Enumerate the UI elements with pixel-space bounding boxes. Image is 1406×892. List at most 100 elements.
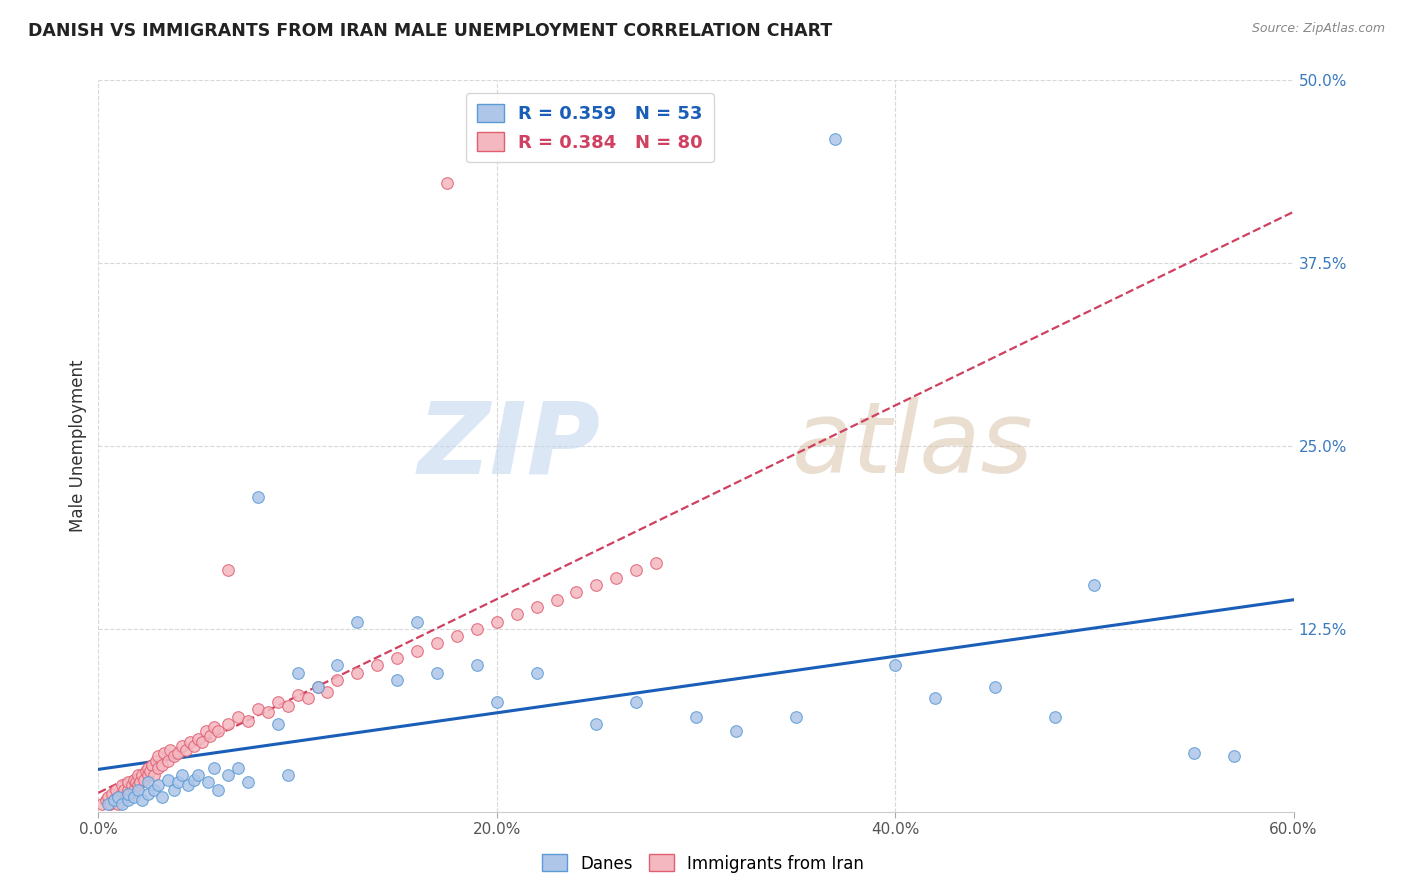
- Point: [145, 754, 167, 768]
- Point: [485, 615, 508, 629]
- Point: [139, 764, 162, 778]
- Point: [150, 758, 173, 772]
- Point: [685, 709, 707, 723]
- Point: [136, 761, 159, 775]
- Point: [98, 797, 122, 812]
- Point: [127, 768, 149, 782]
- Point: [984, 681, 1007, 695]
- Point: [131, 768, 153, 782]
- Point: [256, 705, 278, 719]
- Point: [107, 797, 129, 812]
- Point: [148, 749, 170, 764]
- Point: [426, 665, 449, 680]
- Point: [157, 772, 180, 787]
- Point: [117, 793, 139, 807]
- Point: [97, 790, 120, 805]
- Point: [167, 775, 190, 789]
- Point: [124, 772, 146, 787]
- Point: [117, 775, 139, 789]
- Point: [117, 782, 139, 797]
- Point: [195, 724, 218, 739]
- Point: [436, 176, 458, 190]
- Point: [236, 775, 259, 789]
- Point: [127, 778, 149, 792]
- Point: [112, 782, 135, 797]
- Point: [187, 768, 209, 782]
- Point: [1083, 578, 1105, 592]
- Point: [297, 690, 319, 705]
- Point: [267, 695, 290, 709]
- Point: [385, 673, 409, 687]
- Point: [626, 695, 648, 709]
- Point: [143, 782, 166, 797]
- Point: [217, 768, 239, 782]
- Point: [172, 768, 194, 782]
- Point: [1182, 746, 1205, 760]
- Point: [202, 761, 225, 775]
- Point: [506, 607, 529, 622]
- Point: [124, 790, 146, 805]
- Point: [207, 724, 229, 739]
- Point: [645, 556, 668, 570]
- Point: [465, 658, 488, 673]
- Point: [96, 793, 118, 807]
- Point: [163, 749, 186, 764]
- Point: [179, 734, 201, 748]
- Point: [97, 797, 120, 812]
- Text: Source: ZipAtlas.com: Source: ZipAtlas.com: [1251, 22, 1385, 36]
- Point: [226, 709, 249, 723]
- Point: [111, 787, 134, 801]
- Point: [172, 739, 194, 753]
- Point: [103, 793, 125, 807]
- Point: [136, 775, 159, 789]
- Point: [316, 685, 339, 699]
- Point: [141, 758, 163, 772]
- Point: [1223, 749, 1246, 764]
- Point: [103, 793, 125, 807]
- Point: [326, 673, 349, 687]
- Legend: Danes, Immigrants from Iran: Danes, Immigrants from Iran: [534, 847, 872, 880]
- Text: ZIP: ZIP: [418, 398, 600, 494]
- Point: [127, 782, 149, 797]
- Point: [202, 720, 225, 734]
- Point: [217, 717, 239, 731]
- Point: [406, 644, 429, 658]
- Point: [585, 717, 607, 731]
- Point: [111, 797, 134, 812]
- Point: [307, 681, 329, 695]
- Point: [924, 690, 946, 705]
- Point: [326, 658, 349, 673]
- Point: [174, 743, 197, 757]
- Point: [605, 571, 627, 585]
- Point: [287, 688, 309, 702]
- Point: [131, 793, 153, 807]
- Point: [107, 790, 129, 805]
- Point: [157, 754, 180, 768]
- Point: [884, 658, 907, 673]
- Point: [177, 778, 200, 792]
- Point: [366, 658, 388, 673]
- Point: [226, 761, 249, 775]
- Legend: R = 0.359   N = 53, R = 0.384   N = 80: R = 0.359 N = 53, R = 0.384 N = 80: [465, 93, 714, 162]
- Point: [565, 585, 588, 599]
- Text: DANISH VS IMMIGRANTS FROM IRAN MALE UNEMPLOYMENT CORRELATION CHART: DANISH VS IMMIGRANTS FROM IRAN MALE UNEM…: [28, 22, 832, 40]
- Point: [187, 731, 209, 746]
- Point: [101, 787, 124, 801]
- Point: [105, 782, 128, 797]
- Point: [129, 775, 152, 789]
- Point: [183, 739, 205, 753]
- Point: [526, 599, 548, 614]
- Point: [197, 775, 219, 789]
- Point: [307, 681, 329, 695]
- Point: [446, 629, 468, 643]
- Point: [148, 778, 170, 792]
- Point: [277, 699, 299, 714]
- Point: [236, 714, 259, 728]
- Y-axis label: Male Unemployment: Male Unemployment: [69, 359, 87, 533]
- Point: [824, 132, 846, 146]
- Point: [267, 717, 290, 731]
- Point: [546, 592, 568, 607]
- Point: [143, 768, 166, 782]
- Point: [91, 797, 114, 812]
- Point: [724, 724, 747, 739]
